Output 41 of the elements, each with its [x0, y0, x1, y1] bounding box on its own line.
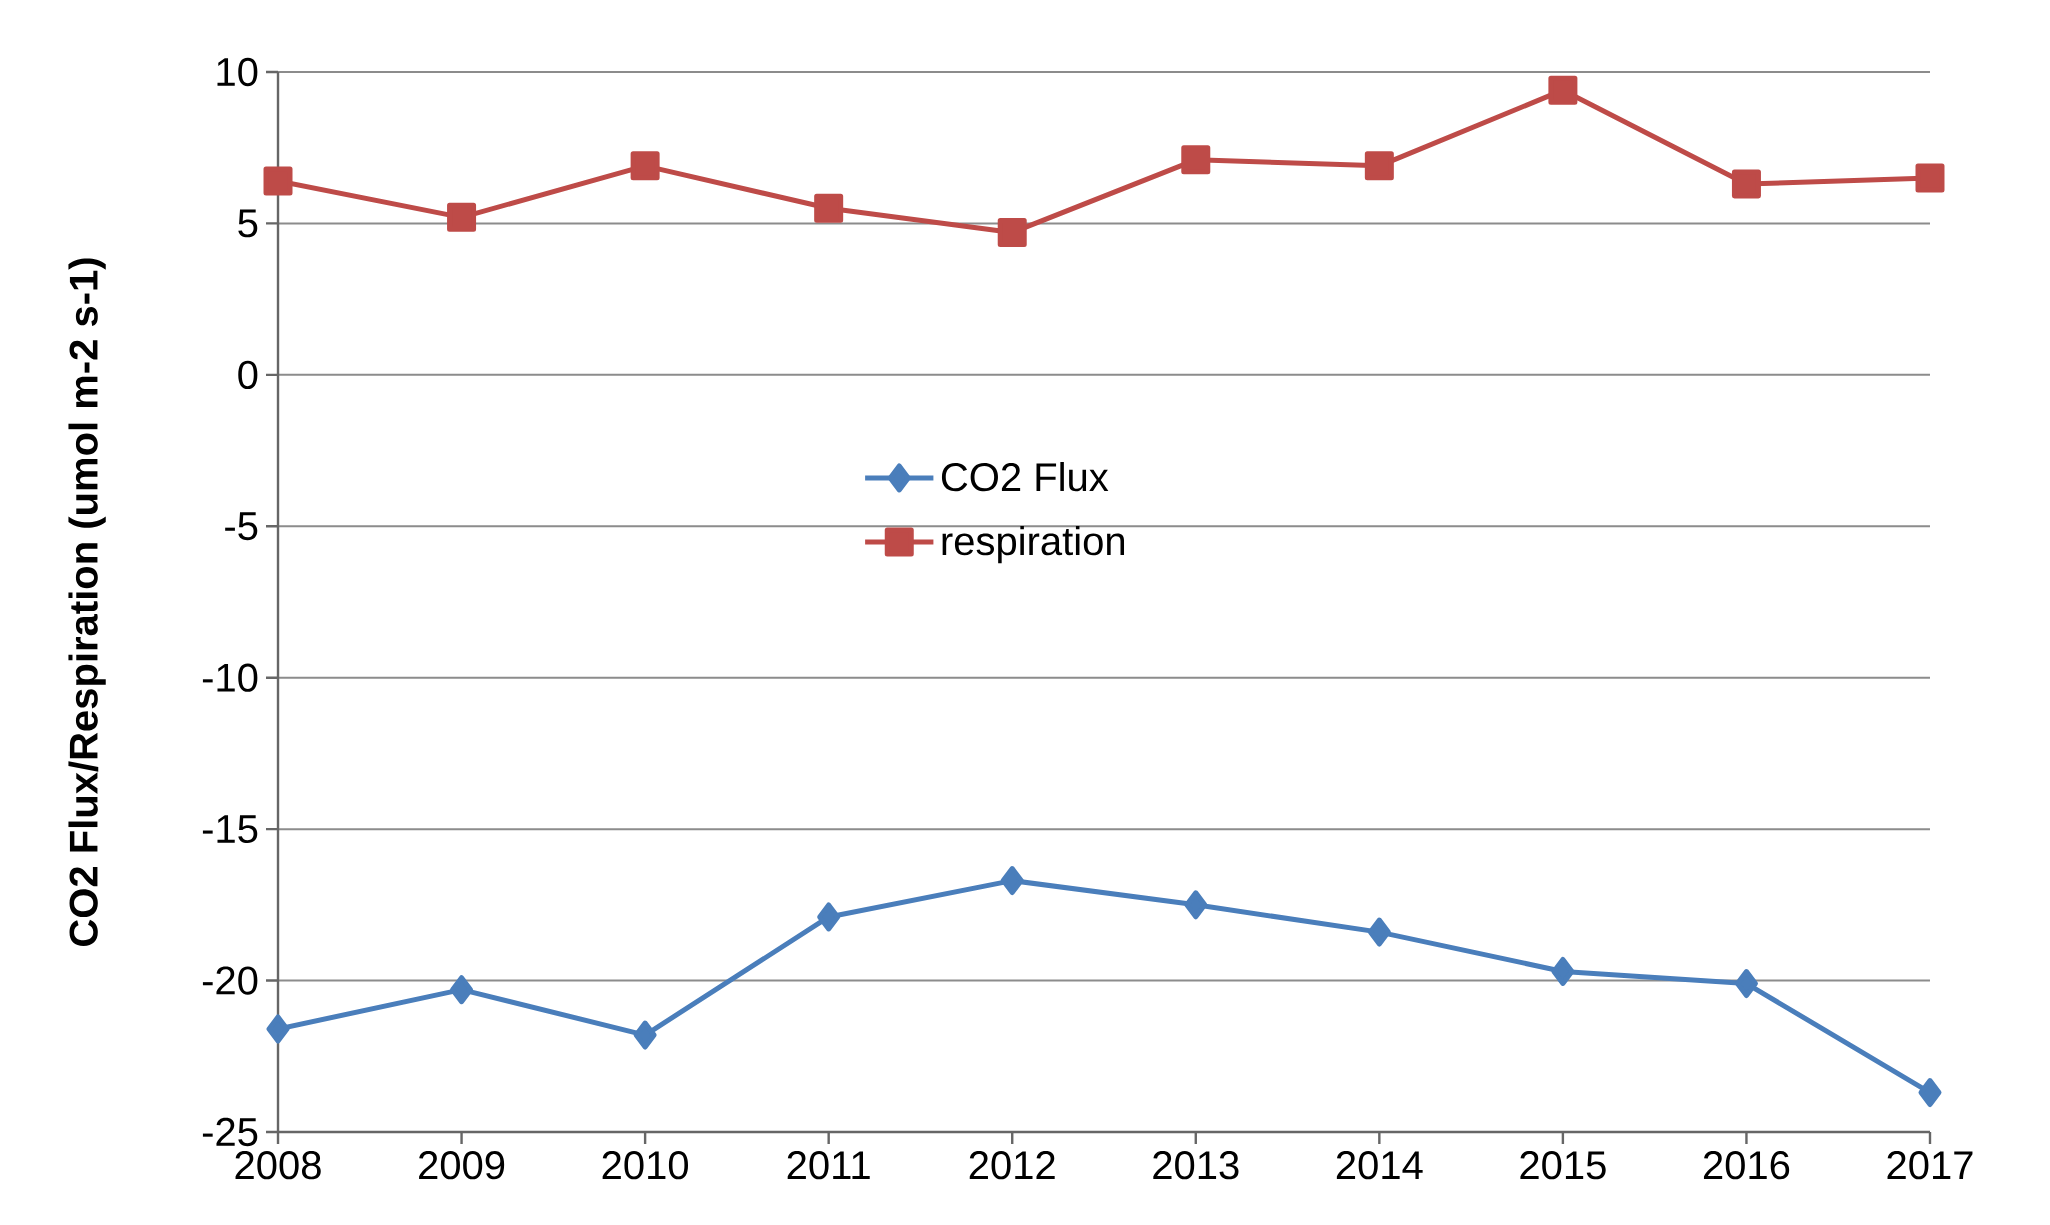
y-axis-title: CO2 Flux/Respiration (umol m-2 s-1): [68, 258, 106, 946]
x-tick-label: 2009: [419, 1151, 505, 1180]
x-tick-label: 2013: [1153, 1151, 1239, 1180]
point: [1734, 969, 1758, 999]
point: [1915, 163, 1945, 193]
x-tick-label: 2011: [787, 1151, 870, 1180]
point: [1184, 890, 1208, 920]
y-tick-label: -5: [225, 512, 258, 541]
y-tick-label: -25: [202, 1117, 258, 1147]
y-tick-label: 5: [238, 209, 258, 238]
point: [1551, 956, 1575, 986]
y-tick-label: -15: [202, 815, 258, 844]
x-tick-label: 2014: [1336, 1151, 1423, 1180]
point: [814, 193, 844, 223]
point: [1364, 151, 1394, 181]
point: [266, 1014, 290, 1044]
x-tick-label: 2010: [602, 1151, 689, 1180]
y-tick-label: 10: [217, 57, 258, 87]
point: [450, 975, 474, 1005]
point: [1000, 866, 1024, 896]
point: [817, 902, 841, 932]
x-tick-label: 2016: [1703, 1151, 1790, 1180]
legend-label: respiration: [942, 525, 1125, 564]
x-tick-label: 2017: [1887, 1151, 1973, 1180]
point: [447, 202, 477, 232]
y-tick-label: 0: [238, 360, 258, 389]
x-tick-label: 2012: [969, 1151, 1055, 1180]
point: [997, 218, 1027, 247]
point: [1918, 1078, 1942, 1108]
point: [633, 1020, 657, 1050]
legend-label: CO2 Flux: [941, 461, 1109, 492]
x-tick-label: 2008: [235, 1151, 321, 1180]
point: [263, 166, 293, 196]
point: [1548, 75, 1578, 105]
point: [1367, 917, 1391, 947]
point: [1731, 169, 1761, 199]
point: [630, 151, 660, 181]
y-tick-label: -20: [202, 966, 258, 995]
point: [1181, 145, 1211, 175]
y-tick-label: -10: [202, 663, 258, 692]
x-tick-label: 2015: [1520, 1151, 1606, 1180]
